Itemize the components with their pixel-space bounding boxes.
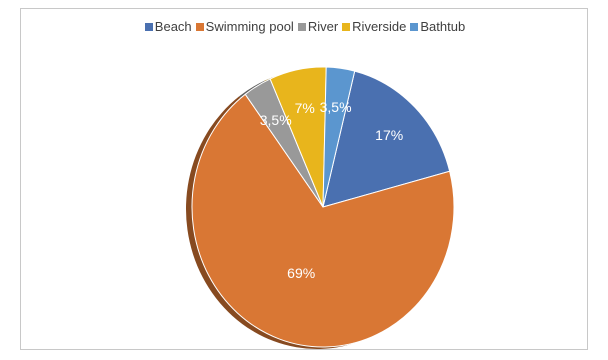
legend-swatch bbox=[144, 23, 153, 31]
legend-item: Beach bbox=[144, 19, 192, 34]
legend: Beach Swimming pool River Riverside Bathtub bbox=[21, 19, 589, 34]
data-label: 3,5% bbox=[260, 112, 292, 128]
pie-slice-bathtub bbox=[322, 66, 356, 208]
legend-item: River bbox=[297, 19, 339, 34]
legend-label: Swimming pool bbox=[205, 19, 294, 34]
chart-frame: Beach Swimming pool River Riverside Bathtub … bbox=[20, 8, 588, 350]
data-label: 17% bbox=[375, 127, 403, 143]
legend-label: Bathtub bbox=[420, 19, 466, 34]
legend-item: Bathtub bbox=[410, 19, 465, 34]
data-label: 7% bbox=[295, 100, 315, 116]
legend-swatch bbox=[297, 23, 306, 31]
pie-slice-beach bbox=[322, 70, 451, 208]
data-label: 3,5% bbox=[320, 99, 352, 115]
legend-item: Swimming pool bbox=[195, 19, 294, 34]
pie-chart: 17%69%3,5%7% 3,5% bbox=[185, 66, 455, 349]
legend-swatch bbox=[410, 23, 419, 31]
legend-label: River bbox=[307, 19, 339, 34]
legend-swatch bbox=[342, 23, 351, 31]
legend-label: Beach bbox=[154, 19, 192, 34]
legend-label: Riverside bbox=[352, 19, 407, 34]
legend-swatch bbox=[195, 23, 204, 31]
data-label: 69% bbox=[287, 265, 315, 281]
legend-item: Riverside bbox=[342, 19, 406, 34]
pie-slice-swimming-pool bbox=[191, 93, 455, 348]
